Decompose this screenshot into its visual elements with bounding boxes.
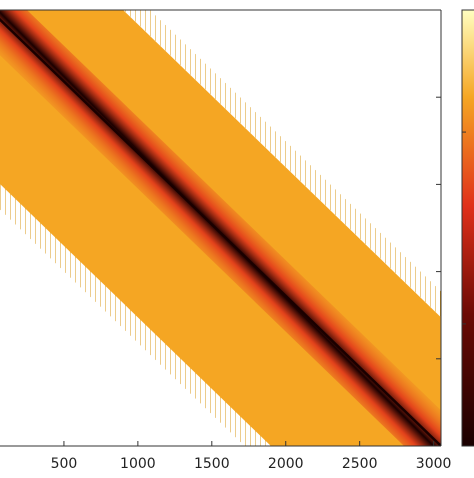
plot-area	[0, 10, 441, 446]
colorbar	[461, 9, 474, 447]
x-tick-label: 500	[51, 456, 78, 472]
colorbar-strip	[461, 9, 474, 447]
x-tick-label: 2500	[342, 456, 378, 472]
x-tick-label: 3000	[416, 456, 452, 472]
axes: 500 1000 1500 2000 2500 3000	[0, 9, 452, 472]
x-tick-label: 2000	[268, 456, 304, 472]
band-core	[0, 10, 441, 446]
main-diagonal	[0, 17, 441, 446]
x-tick-label: 1000	[120, 456, 156, 472]
x-tick-label: 1500	[194, 456, 230, 472]
